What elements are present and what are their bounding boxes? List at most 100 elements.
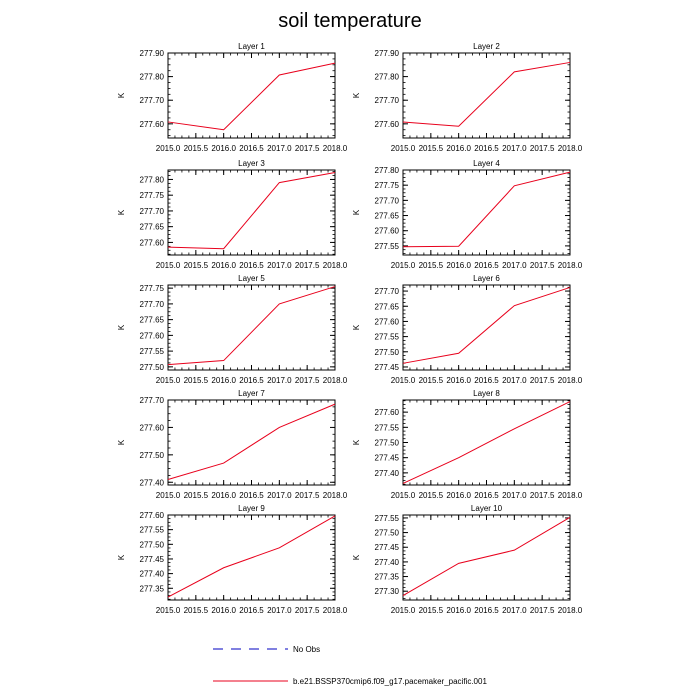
y-axis-label: K: [352, 554, 361, 560]
y-tick-label: 277.70: [140, 96, 165, 105]
y-tick-label: 277.45: [375, 543, 400, 552]
y-axis-label: K: [117, 324, 126, 330]
y-tick-label: 277.70: [140, 396, 165, 405]
y-tick-label: 277.45: [375, 363, 400, 372]
y-tick-label: 277.55: [375, 423, 400, 432]
legend-label: No Obs: [293, 645, 320, 654]
x-tick-label: 2018.0: [558, 606, 583, 615]
x-tick-label: 2017.5: [295, 144, 320, 153]
panel-title: Layer 6: [473, 274, 500, 283]
x-tick-label: 2015.0: [156, 376, 181, 385]
y-tick-label: 277.60: [375, 120, 400, 129]
x-tick-label: 2016.5: [239, 144, 264, 153]
x-tick-label: 2016.5: [474, 144, 499, 153]
y-tick-label: 277.55: [375, 242, 400, 251]
y-tick-label: 277.60: [140, 238, 165, 247]
x-tick-label: 2017.0: [267, 491, 292, 500]
x-tick-label: 2015.5: [184, 261, 209, 270]
x-tick-label: 2017.5: [295, 261, 320, 270]
y-tick-label: 277.30: [375, 587, 400, 596]
x-tick-label: 2015.5: [184, 606, 209, 615]
y-tick-label: 277.70: [140, 300, 165, 309]
x-tick-label: 2016.5: [239, 606, 264, 615]
y-tick-label: 277.75: [140, 191, 165, 200]
x-tick-label: 2017.5: [530, 261, 555, 270]
x-tick-label: 2015.5: [184, 376, 209, 385]
panel-title: Layer 3: [238, 159, 265, 168]
series-line: [167, 286, 336, 366]
x-tick-label: 2017.5: [530, 376, 555, 385]
y-tick-label: 277.60: [140, 511, 165, 520]
x-tick-label: 2017.0: [267, 144, 292, 153]
y-tick-label: 277.60: [140, 331, 165, 340]
series-line: [167, 515, 336, 598]
series-line: [402, 516, 571, 597]
y-tick-label: 277.60: [140, 423, 165, 432]
series-line: [402, 286, 571, 364]
y-tick-label: 277.55: [140, 347, 165, 356]
x-tick-label: 2016.0: [446, 261, 471, 270]
y-tick-label: 277.65: [375, 212, 400, 221]
x-tick-label: 2017.5: [530, 606, 555, 615]
legend: No Obs b.e21.BSSP370cmip6.f09_g17.pacemak…: [213, 645, 487, 686]
plot-frame: [402, 169, 571, 256]
x-tick-label: 2015.5: [419, 261, 444, 270]
x-tick-label: 2017.5: [295, 606, 320, 615]
x-tick-label: 2017.0: [502, 606, 527, 615]
y-axis-label: K: [352, 92, 361, 98]
y-tick-label: 277.90: [375, 49, 400, 58]
x-tick-label: 2015.0: [156, 261, 181, 270]
x-tick-label: 2017.5: [530, 491, 555, 500]
y-tick-label: 277.70: [375, 96, 400, 105]
y-tick-label: 277.40: [140, 478, 165, 487]
y-tick-label: 277.70: [375, 196, 400, 205]
x-tick-label: 2017.0: [502, 261, 527, 270]
series-line: [167, 172, 336, 250]
y-tick-label: 277.50: [140, 363, 165, 372]
x-tick-label: 2018.0: [558, 144, 583, 153]
y-axis-label: K: [117, 554, 126, 560]
x-tick-label: 2016.0: [211, 261, 236, 270]
y-tick-label: 277.40: [140, 570, 165, 579]
y-tick-label: 277.60: [375, 227, 400, 236]
y-tick-label: 277.60: [375, 408, 400, 417]
x-tick-label: 2015.0: [391, 144, 416, 153]
x-tick-label: 2016.0: [446, 144, 471, 153]
x-tick-label: 2015.0: [156, 491, 181, 500]
y-tick-label: 277.50: [375, 439, 400, 448]
y-tick-label: 277.65: [375, 302, 400, 311]
x-tick-label: 2015.5: [419, 376, 444, 385]
x-tick-label: 2016.0: [446, 606, 471, 615]
y-tick-label: 277.80: [375, 166, 400, 175]
x-tick-label: 2015.5: [419, 144, 444, 153]
panel-title: Layer 1: [238, 42, 265, 51]
x-tick-label: 2017.0: [267, 606, 292, 615]
x-tick-label: 2016.5: [239, 376, 264, 385]
legend-item: No Obs: [213, 645, 320, 654]
y-tick-label: 277.80: [140, 175, 165, 184]
plot-frame: [402, 284, 571, 371]
x-tick-label: 2015.5: [419, 606, 444, 615]
y-axis-label: K: [117, 439, 126, 445]
x-tick-label: 2018.0: [323, 606, 348, 615]
y-tick-label: 277.75: [140, 284, 165, 293]
y-tick-label: 277.80: [375, 73, 400, 82]
y-tick-label: 277.50: [375, 348, 400, 357]
panel-title: Layer 2: [473, 42, 500, 51]
y-tick-label: 277.70: [140, 207, 165, 216]
y-tick-label: 277.40: [375, 558, 400, 567]
plot-frame: [167, 284, 336, 371]
x-tick-label: 2016.0: [211, 491, 236, 500]
plot-frame: [402, 52, 571, 139]
panel-title: Layer 8: [473, 389, 500, 398]
x-tick-label: 2015.0: [391, 261, 416, 270]
y-tick-label: 277.70: [375, 287, 400, 296]
y-tick-label: 277.55: [375, 514, 400, 523]
y-tick-label: 277.35: [375, 573, 400, 582]
x-tick-label: 2015.0: [391, 491, 416, 500]
